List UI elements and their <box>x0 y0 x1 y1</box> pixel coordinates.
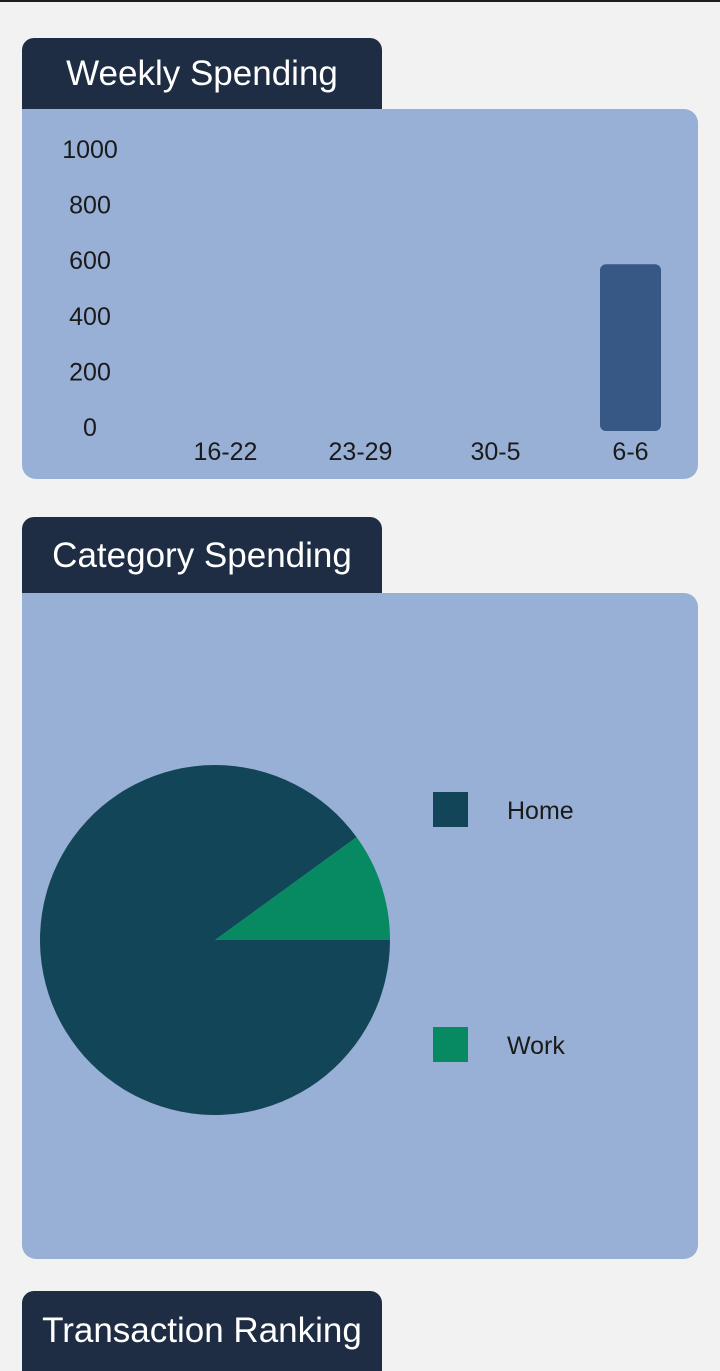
y-tick-label: 0 <box>83 414 97 442</box>
y-tick-label: 600 <box>69 247 111 275</box>
legend-swatch-work <box>433 1027 468 1062</box>
y-tick-label: 400 <box>69 303 111 331</box>
transaction-ranking-title: Transaction Ranking <box>42 1311 362 1350</box>
legend-label-work: Work <box>507 1032 565 1060</box>
x-tick-label: 30-5 <box>470 438 520 466</box>
category-spending-tab[interactable]: Category Spending <box>22 517 382 594</box>
pie-slice-work[interactable] <box>215 837 390 940</box>
weekly-spending-title: Weekly Spending <box>66 54 338 93</box>
x-tick-label: 6-6 <box>612 438 648 466</box>
transaction-ranking-tab[interactable]: Transaction Ranking <box>22 1291 382 1371</box>
y-tick-label: 1000 <box>62 136 118 164</box>
y-tick-label: 800 <box>69 192 111 220</box>
y-tick-label: 200 <box>69 358 111 386</box>
x-tick-label: 23-29 <box>329 438 393 466</box>
category-spending-panel: Home Work <box>22 593 698 1259</box>
category-spending-chart: Home Work <box>40 765 574 1115</box>
bar-6-6[interactable] <box>600 264 661 431</box>
weekly-spending-panel: 0 200 400 600 800 1000 16-22 23-29 30-5 6-6 <box>22 109 698 479</box>
legend-label-home: Home <box>507 797 574 825</box>
x-tick-label: 16-22 <box>194 438 258 466</box>
category-spending-title: Category Spending <box>52 535 352 575</box>
weekly-spending-chart: 0 200 400 600 800 1000 16-22 23-29 30-5 6-6 <box>62 136 661 466</box>
weekly-spending-tab[interactable]: Weekly Spending <box>22 38 382 110</box>
status-divider <box>0 0 720 2</box>
legend-swatch-home <box>433 792 468 827</box>
